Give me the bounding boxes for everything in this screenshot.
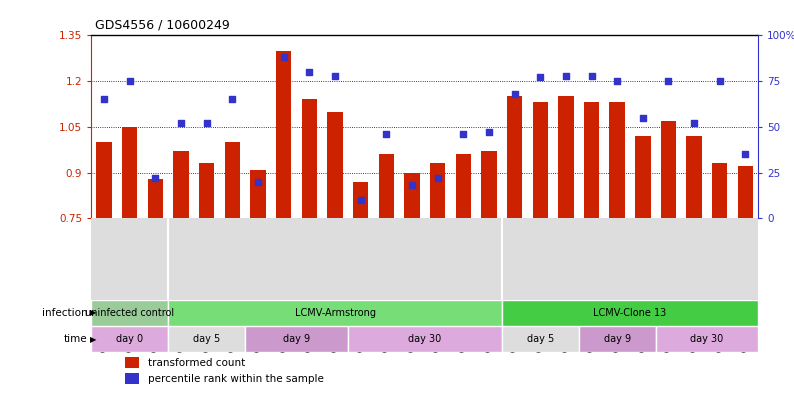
Bar (687, 136, 702, 219)
Text: LCMV-Armstrong: LCMV-Armstrong (295, 308, 376, 318)
Point (200, 120, 213, 126)
Bar (379, 154, 394, 219)
Bar (348, 326, 502, 353)
Bar (91, 299, 168, 326)
Bar (661, 121, 676, 219)
Bar (558, 96, 573, 219)
Bar (533, 103, 548, 219)
Point (226, 96, 239, 103)
Text: day 9: day 9 (283, 334, 310, 344)
Text: day 30: day 30 (690, 334, 723, 344)
Bar (148, 179, 163, 219)
Bar (302, 99, 317, 219)
Point (457, 131, 469, 137)
Text: uninfected control: uninfected control (85, 308, 175, 318)
Point (688, 120, 700, 126)
Bar (327, 112, 343, 219)
Text: LCMV-Clone 13: LCMV-Clone 13 (593, 308, 667, 318)
Point (149, 175, 162, 181)
Bar (168, 299, 502, 326)
Point (354, 197, 367, 203)
Bar (656, 326, 758, 353)
Point (123, 78, 136, 84)
Bar (404, 173, 420, 219)
Bar (579, 326, 656, 353)
Point (329, 72, 341, 79)
Text: time: time (64, 334, 87, 344)
Point (483, 129, 495, 136)
Bar (712, 163, 727, 219)
Point (534, 74, 546, 81)
Point (662, 78, 675, 84)
Bar (96, 142, 112, 219)
Bar (502, 326, 579, 353)
Point (637, 114, 649, 121)
Bar (125, 357, 139, 368)
Point (277, 54, 290, 61)
Point (175, 120, 187, 126)
Bar (173, 151, 189, 219)
Text: day 9: day 9 (603, 334, 630, 344)
Bar (125, 373, 139, 384)
Bar (168, 326, 245, 353)
Bar (738, 167, 754, 219)
Text: ▶: ▶ (90, 309, 96, 317)
Bar (245, 326, 348, 353)
Point (98, 96, 110, 103)
Bar (584, 103, 599, 219)
Point (560, 72, 572, 79)
Point (611, 78, 623, 84)
Point (585, 72, 598, 79)
Text: transformed count: transformed count (148, 358, 245, 368)
Point (406, 182, 418, 189)
Point (714, 78, 727, 84)
Bar (250, 169, 266, 219)
Text: GDS4556 / 10600249: GDS4556 / 10600249 (95, 18, 230, 31)
Bar (430, 163, 445, 219)
Bar (481, 151, 496, 219)
Point (380, 131, 393, 137)
Text: day 30: day 30 (408, 334, 441, 344)
Text: day 5: day 5 (526, 334, 554, 344)
Bar (353, 182, 368, 219)
Bar (276, 51, 291, 219)
Text: infection: infection (42, 308, 87, 318)
Bar (507, 96, 522, 219)
Point (303, 69, 316, 75)
Point (739, 151, 752, 158)
Bar (199, 163, 214, 219)
Point (508, 91, 521, 97)
Point (431, 175, 444, 181)
Text: day 0: day 0 (116, 334, 144, 344)
Bar (122, 127, 137, 219)
Bar (635, 136, 650, 219)
Point (252, 178, 264, 185)
Bar (502, 299, 758, 326)
Bar (91, 326, 168, 353)
Bar (610, 103, 625, 219)
Text: day 5: day 5 (193, 334, 221, 344)
Bar (456, 154, 471, 219)
Text: ▶: ▶ (90, 335, 96, 344)
Text: percentile rank within the sample: percentile rank within the sample (148, 374, 324, 384)
Bar (225, 142, 240, 219)
